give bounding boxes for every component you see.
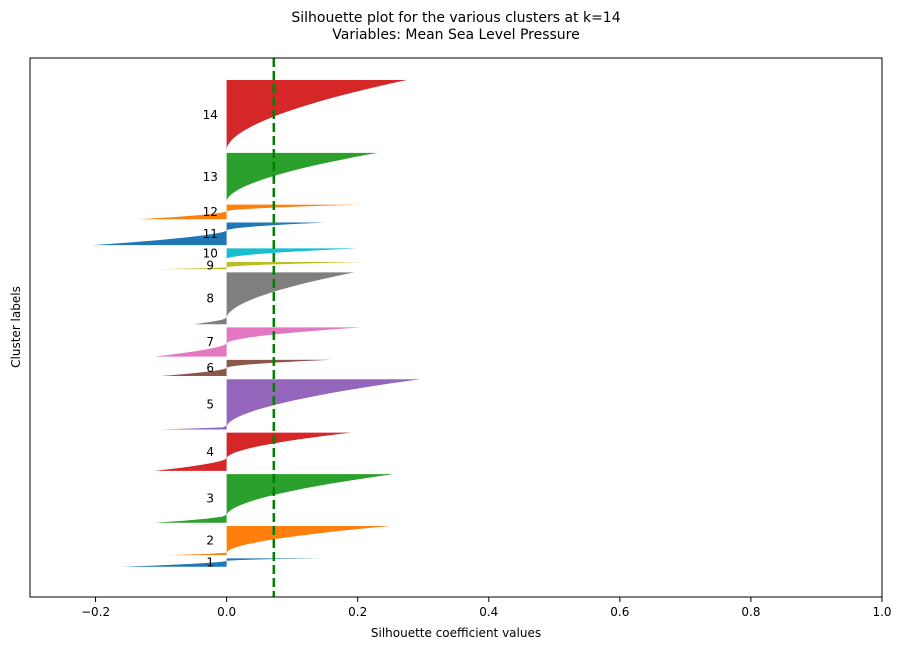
cluster-label-7: 7 bbox=[206, 335, 214, 349]
silhouette-cluster-6 bbox=[161, 359, 332, 377]
silhouette-cluster-11 bbox=[92, 222, 325, 246]
silhouette-cluster-10 bbox=[226, 248, 358, 259]
silhouette-cluster-3 bbox=[154, 474, 394, 523]
cluster-label-6: 6 bbox=[206, 361, 214, 375]
x-tick-label: 0.6 bbox=[610, 605, 629, 619]
x-axis-ticks: −0.2 0.0 0.2 0.4 0.6 0.8 1.0 bbox=[81, 597, 892, 619]
x-tick-label: 0.2 bbox=[348, 605, 367, 619]
y-axis-label: Cluster labels bbox=[9, 286, 23, 368]
silhouette-cluster-2 bbox=[167, 525, 391, 556]
cluster-label-5: 5 bbox=[206, 397, 214, 411]
x-tick-label: 0.8 bbox=[741, 605, 760, 619]
silhouette-cluster-1 bbox=[121, 558, 322, 567]
cluster-label-14: 14 bbox=[203, 108, 218, 122]
cluster-label-4: 4 bbox=[206, 445, 214, 459]
silhouette-cluster-12 bbox=[138, 204, 361, 220]
cluster-label-3: 3 bbox=[206, 491, 214, 505]
cluster-label-2: 2 bbox=[206, 534, 214, 548]
cluster-label-11: 11 bbox=[203, 227, 218, 241]
silhouette-cluster-8 bbox=[193, 272, 355, 325]
silhouette-cluster-5 bbox=[161, 379, 420, 430]
silhouette-cluster-13 bbox=[226, 152, 378, 202]
x-tick-label: 1.0 bbox=[872, 605, 891, 619]
plot-frame bbox=[29, 57, 883, 598]
chart-title: Silhouette plot for the various clusters… bbox=[291, 10, 620, 26]
cluster-label-8: 8 bbox=[206, 291, 214, 305]
silhouette-cluster-9 bbox=[154, 262, 365, 270]
chart-subtitle: Variables: Mean Sea Level Pressure bbox=[332, 27, 579, 43]
silhouette-cluster-7 bbox=[154, 327, 361, 357]
x-axis-label: Silhouette coefficient values bbox=[371, 626, 541, 640]
cluster-label-13: 13 bbox=[203, 170, 218, 184]
cluster-label-9: 9 bbox=[206, 259, 214, 273]
cluster-label-10: 10 bbox=[203, 247, 218, 261]
cluster-label-1: 1 bbox=[206, 556, 214, 570]
silhouette-cluster-14 bbox=[226, 80, 407, 150]
cluster-label-12: 12 bbox=[203, 205, 218, 219]
x-tick-label: 0.0 bbox=[217, 605, 236, 619]
silhouette-cluster-4 bbox=[154, 432, 352, 471]
x-tick-label: 0.4 bbox=[479, 605, 498, 619]
x-tick-label: −0.2 bbox=[81, 605, 110, 619]
